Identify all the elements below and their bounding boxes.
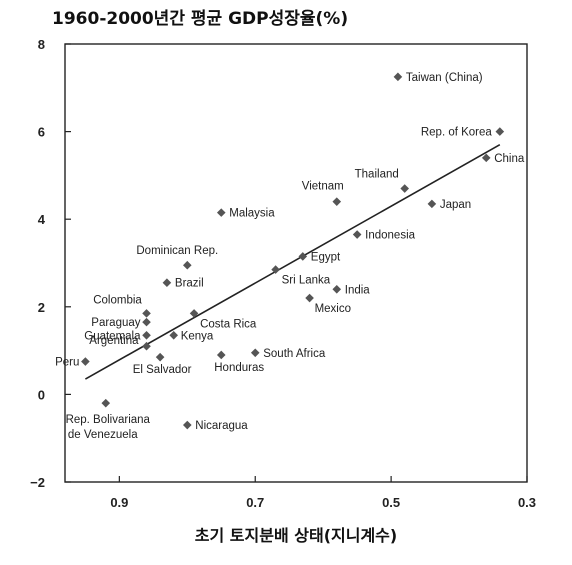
data-point-marker [81,357,90,366]
data-point-label: Argentina [89,335,139,347]
y-tick-label: 2 [38,300,45,315]
data-point-label: Taiwan (China) [406,72,483,84]
data-point-label: India [345,284,371,296]
data-point-label: Dominican Rep. [136,245,218,257]
data-point-marker [352,230,362,239]
data-point-marker [400,184,410,193]
data-point-marker [182,420,192,430]
data-point-marker [332,284,342,294]
data-point-marker [162,278,172,288]
data-point-label: Guatemala [84,330,141,342]
x-tick-label: 0.5 [382,495,400,510]
data-point-label: Thailand [355,169,399,181]
data-point-marker [495,127,505,136]
data-point-marker [155,352,165,362]
data-point-label: Colombia [93,294,142,306]
data-point-label: Mexico [315,303,351,315]
y-tick-label: 0 [38,387,45,402]
data-point-label: Costa Rica [200,318,257,330]
data-point-label: Nicaragua [195,420,248,432]
data-point-marker [298,252,308,261]
data-point-marker [332,197,342,206]
data-point-marker [189,309,199,318]
y-tick-label: −2 [30,475,45,490]
data-point-label: South Africa [263,348,326,360]
data-point-label: Peru [55,357,79,369]
data-point-label: Brazil [175,278,204,290]
data-point-marker [216,208,226,217]
data-point-label: Sri Lanka [282,275,331,287]
data-point-marker [216,350,226,360]
data-point-marker [142,341,151,351]
data-point-marker [305,293,314,303]
data-point-marker [182,260,192,270]
x-tick-label: 0.7 [246,495,264,510]
data-point-label: Rep. of Korea [421,127,493,139]
trend-line [84,144,501,380]
data-point-label: Malaysia [229,208,275,220]
data-point-marker [101,398,111,408]
data-point-label: Indonesia [365,230,415,242]
data-point-label: Paraguay [91,317,140,329]
chart-title: 1960-2000년간 평균 GDP성장율(%) [52,9,348,29]
data-point-marker [427,199,437,209]
plot-frame [64,43,528,483]
data-points: Taiwan (China) Rep. of Korea China Thailand… [55,72,525,441]
data-point-label: Egypt [311,251,341,263]
data-point-label: Rep. Bolivariana de Venezuela [66,414,151,441]
data-point-marker [481,153,491,163]
y-axis: 8 6 4 2 0 −2 [30,37,71,490]
data-point-marker [393,72,403,82]
data-point-label: China [494,153,525,165]
data-point-label: Japan [440,199,471,211]
data-point-marker [169,330,179,340]
x-axis-label: 초기 토지분배 상태(지니계수) [195,526,397,545]
y-tick-label: 8 [38,37,45,52]
x-axis: 0.9 0.7 0.5 0.3 [110,476,536,510]
x-tick-label: 0.9 [110,495,128,510]
data-point-label: Vietnam [302,181,344,193]
data-point-label: El Salvador [133,364,192,376]
data-point-marker [142,309,151,318]
data-point-marker [142,317,151,327]
y-tick-label: 6 [38,125,45,140]
data-point-marker [250,348,260,358]
data-point-label: Honduras [214,362,264,374]
x-tick-label: 0.3 [518,495,536,510]
data-point-marker [142,330,151,340]
data-point-marker [271,265,280,274]
data-point-label: Kenya [181,330,214,342]
y-tick-label: 4 [38,212,46,227]
